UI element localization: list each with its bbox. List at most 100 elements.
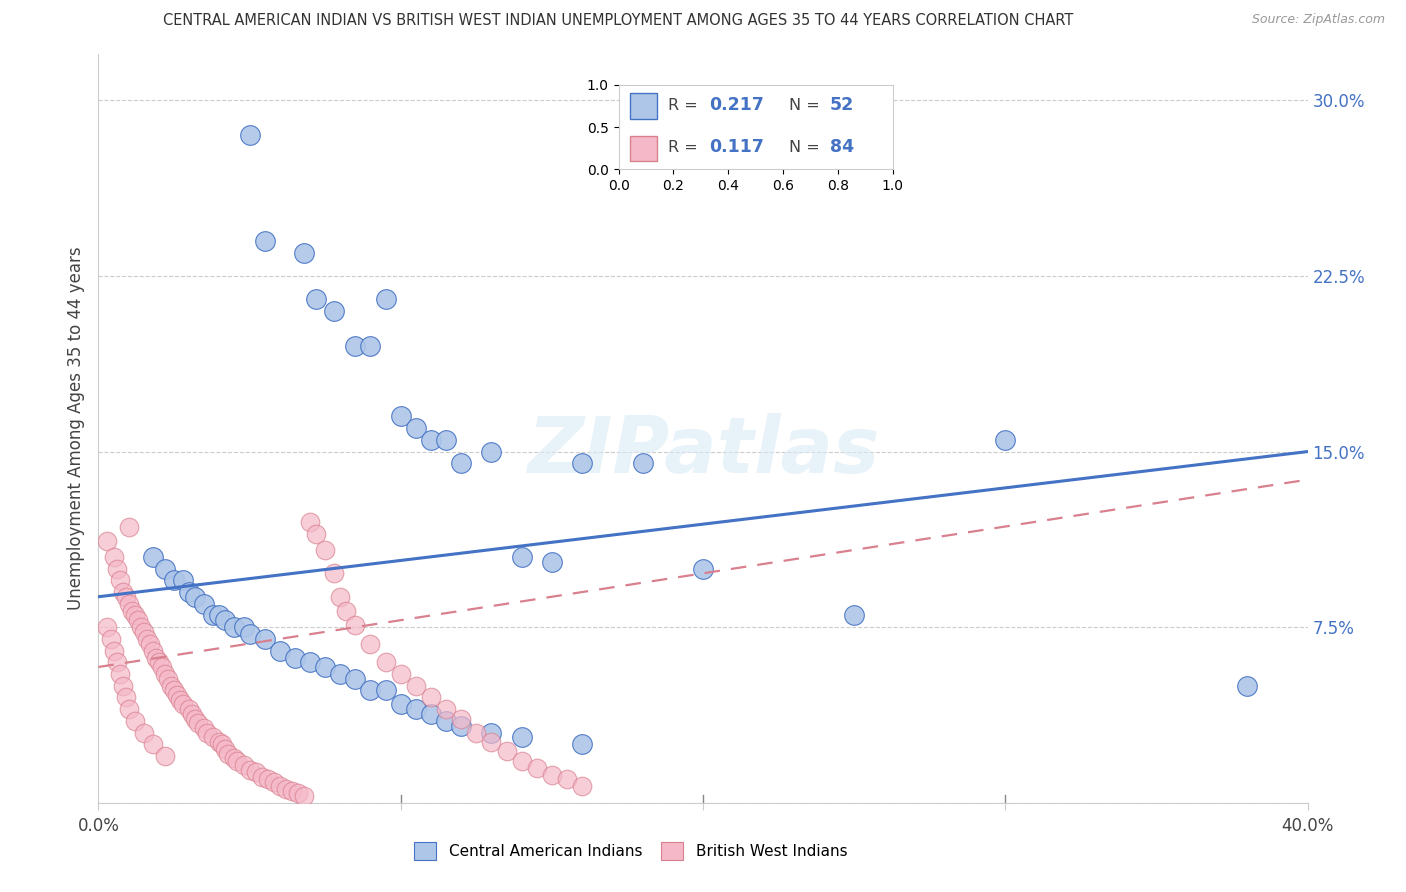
Point <box>195 725 218 739</box>
Point <box>314 660 336 674</box>
Point <box>389 698 412 712</box>
Point <box>434 714 457 728</box>
Point <box>555 772 578 787</box>
Point <box>163 574 186 588</box>
Point <box>374 293 396 307</box>
Point <box>335 604 357 618</box>
Point <box>145 650 167 665</box>
Point <box>232 758 254 772</box>
Point <box>481 735 503 749</box>
Point <box>111 679 134 693</box>
Point <box>208 735 231 749</box>
Point <box>389 667 412 681</box>
Point <box>571 780 593 794</box>
Point <box>510 754 533 768</box>
Point <box>344 672 367 686</box>
Point <box>127 613 149 627</box>
Point <box>214 742 236 756</box>
Point <box>105 562 128 576</box>
Point <box>360 637 382 651</box>
Point <box>299 515 322 529</box>
Point <box>96 533 118 548</box>
Point <box>631 456 654 470</box>
Point <box>692 562 714 576</box>
Point <box>100 632 122 646</box>
Point <box>374 655 396 669</box>
Text: 52: 52 <box>830 96 853 114</box>
Point <box>226 754 249 768</box>
Point <box>510 730 533 744</box>
Point <box>540 767 562 781</box>
Point <box>193 721 215 735</box>
FancyBboxPatch shape <box>630 136 657 161</box>
Point <box>571 456 593 470</box>
Point <box>239 763 262 777</box>
Point <box>96 620 118 634</box>
Point <box>450 718 472 732</box>
Point <box>329 667 352 681</box>
Point <box>994 433 1017 447</box>
Point <box>139 637 162 651</box>
Point <box>156 672 179 686</box>
Point <box>224 751 246 765</box>
Point <box>132 624 155 639</box>
Point <box>305 293 328 307</box>
Point <box>193 597 215 611</box>
Point <box>129 620 152 634</box>
Point <box>105 655 128 669</box>
Point <box>124 608 146 623</box>
Point <box>118 702 141 716</box>
Point <box>114 690 136 705</box>
Point <box>450 456 472 470</box>
Point <box>202 730 225 744</box>
Legend: Central American Indians, British West Indians: Central American Indians, British West I… <box>408 836 853 866</box>
Point <box>510 549 533 564</box>
Point <box>132 725 155 739</box>
Point <box>420 433 443 447</box>
Point <box>263 774 285 789</box>
Point <box>202 608 225 623</box>
Text: ZIPatlas: ZIPatlas <box>527 413 879 489</box>
Point <box>103 549 125 564</box>
Text: N =: N = <box>789 97 824 112</box>
Point <box>153 562 176 576</box>
Point <box>292 789 315 803</box>
Point <box>208 608 231 623</box>
Point <box>314 542 336 557</box>
Point <box>153 749 176 764</box>
Point <box>214 613 236 627</box>
Point <box>269 780 291 794</box>
Point <box>232 620 254 634</box>
Point <box>1236 679 1258 693</box>
Point <box>114 590 136 604</box>
Point <box>299 655 322 669</box>
Point <box>148 655 170 669</box>
Point <box>179 702 201 716</box>
Point <box>540 555 562 569</box>
Point <box>420 706 443 721</box>
Point <box>135 632 157 646</box>
Point <box>250 770 273 784</box>
Point <box>153 667 176 681</box>
Point <box>150 660 173 674</box>
Point <box>329 590 352 604</box>
Point <box>405 421 427 435</box>
Text: R =: R = <box>668 97 703 112</box>
Text: 84: 84 <box>830 138 853 156</box>
Text: 0.217: 0.217 <box>709 96 763 114</box>
Point <box>571 737 593 751</box>
Point <box>405 679 427 693</box>
Point <box>434 702 457 716</box>
Point <box>108 574 131 588</box>
Point <box>111 585 134 599</box>
Text: R =: R = <box>668 140 703 155</box>
Point <box>121 604 143 618</box>
Point <box>181 706 204 721</box>
Point <box>217 747 239 761</box>
Point <box>211 737 233 751</box>
Point <box>172 574 194 588</box>
Point <box>253 632 276 646</box>
Point <box>239 128 262 143</box>
Point <box>481 725 503 739</box>
Point <box>434 433 457 447</box>
